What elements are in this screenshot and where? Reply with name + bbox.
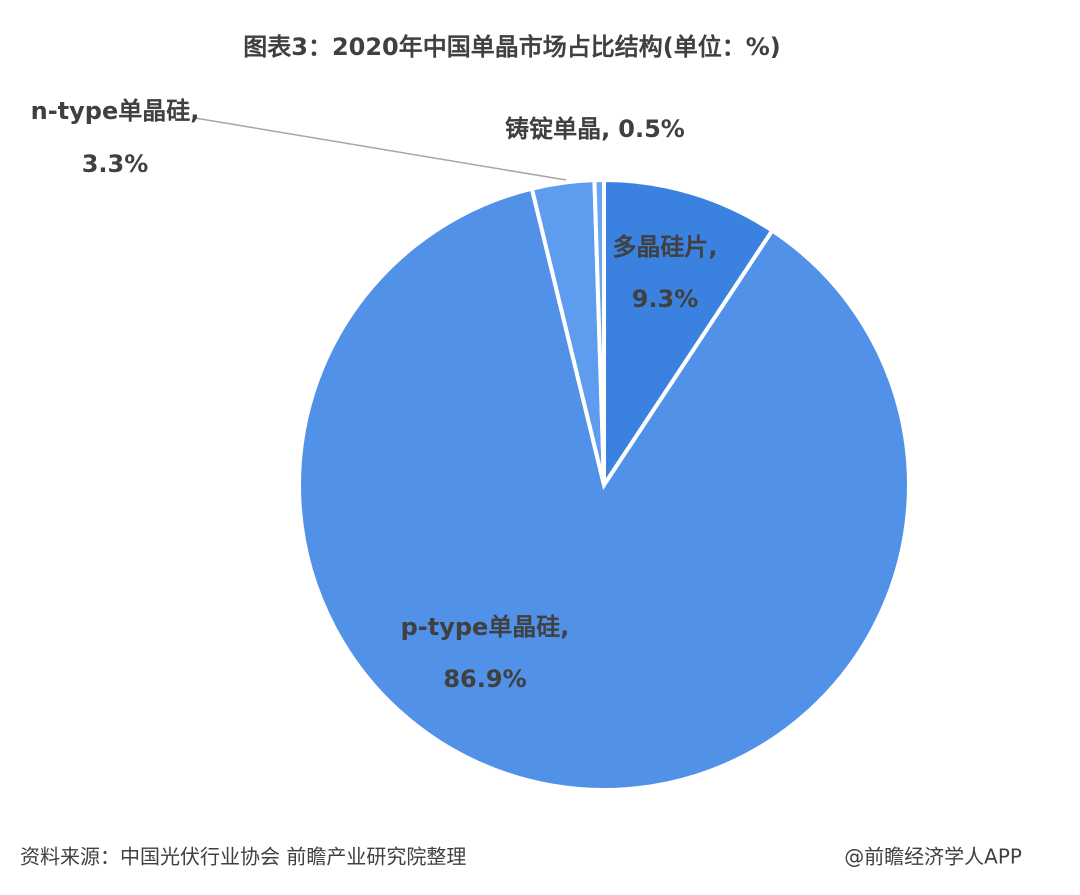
data-label: 铸锭单晶, 0.5% — [505, 115, 685, 143]
category-label: n-type单晶硅, — [31, 97, 200, 125]
category-label: 多晶硅片, — [612, 233, 717, 261]
source-note: 资料来源：中国光伏行业协会 前瞻产业研究院整理 — [20, 845, 466, 869]
leader-line — [194, 117, 567, 181]
data-label: 多晶硅片, 9.3% — [612, 233, 717, 313]
pie-slice — [592, 177, 606, 486]
category-label: p-type单晶硅, — [401, 613, 570, 641]
pie-slice — [602, 177, 776, 492]
category-label: 铸锭单晶, — [505, 115, 610, 143]
value-label: 86.9% — [443, 665, 526, 693]
pie-slice — [297, 186, 911, 792]
value-label: 3.3% — [82, 150, 149, 178]
credit: @前瞻经济学人APP — [844, 845, 1022, 869]
value-label: 0.5% — [618, 115, 685, 143]
chart-title: 图表3：2020年中国单晶市场占比结构(单位：%) — [243, 33, 780, 61]
data-label: n-type单晶硅, 3.3% — [31, 97, 200, 178]
value-label: 9.3% — [632, 285, 699, 313]
data-label: p-type单晶硅, 86.9% — [401, 613, 570, 693]
